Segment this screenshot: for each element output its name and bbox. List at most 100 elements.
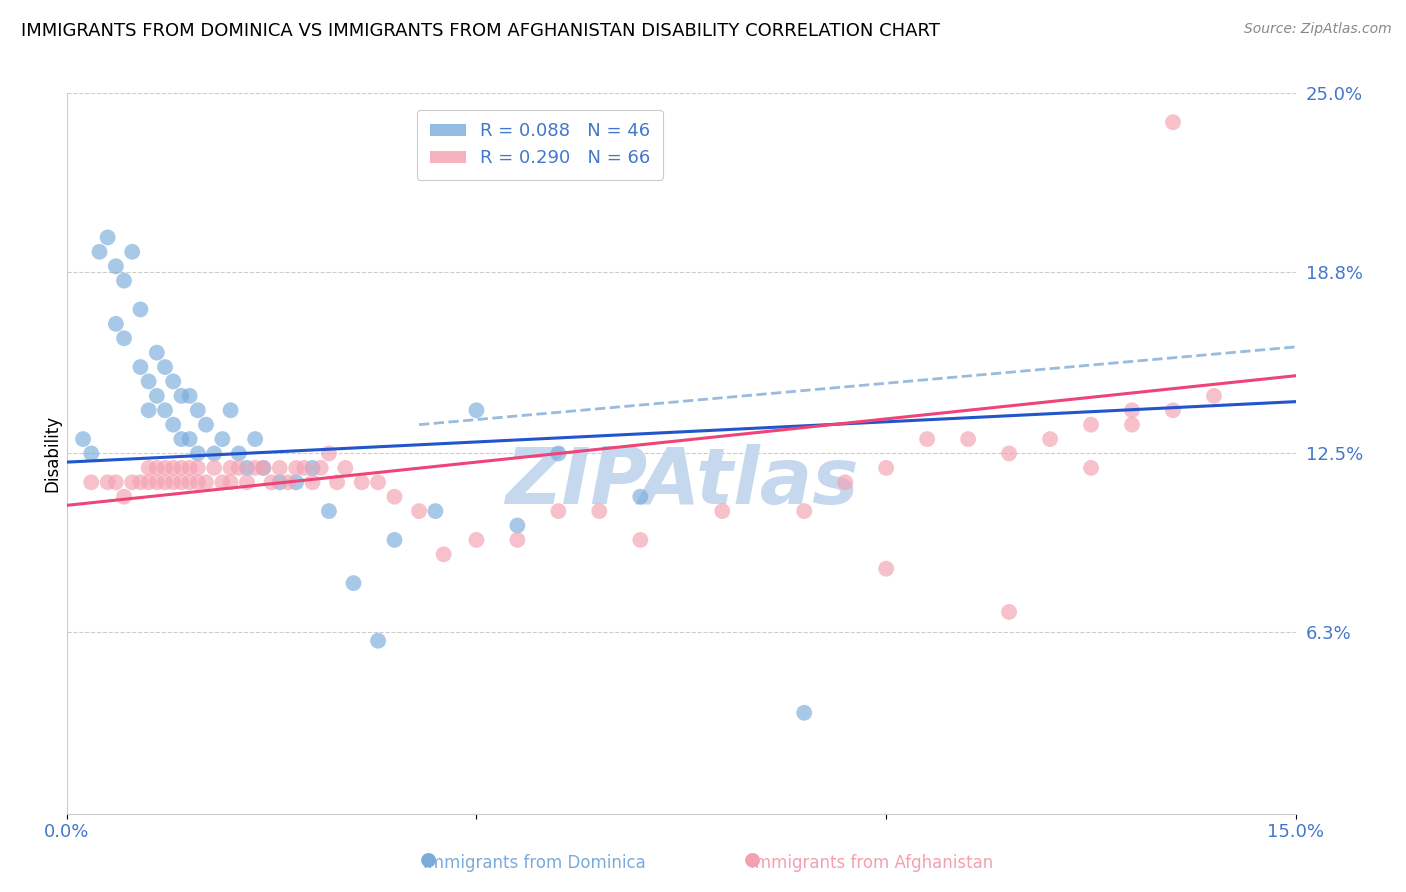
Point (170, 389, 193, 403)
Point (146, 345, 169, 359)
Point (998, 605, 1021, 619)
Point (547, 504, 569, 518)
Point (104, 259, 127, 273)
Point (80, 446, 103, 460)
Point (97, 230, 120, 244)
Text: ZIPAtlas: ZIPAtlas (505, 444, 858, 520)
Text: Source: ZipAtlas.com: Source: ZipAtlas.com (1244, 22, 1392, 37)
Point (138, 403, 160, 417)
Point (162, 475, 184, 490)
Point (202, 446, 225, 460)
Point (875, 562, 897, 576)
Point (138, 461, 160, 475)
Point (112, 490, 135, 504)
Point (506, 533, 529, 547)
Point (433, 547, 456, 561)
Point (285, 461, 308, 475)
Point (219, 475, 242, 490)
Point (367, 475, 389, 490)
Point (260, 475, 283, 490)
Legend: R = 0.088   N = 46, R = 0.290   N = 66: R = 0.088 N = 46, R = 0.290 N = 66 (418, 110, 664, 180)
Point (326, 475, 349, 490)
Point (104, 475, 127, 490)
Point (309, 461, 332, 475)
Point (80, 475, 103, 490)
Point (957, 432, 980, 446)
Point (211, 432, 233, 446)
Point (318, 446, 340, 460)
Point (153, 359, 176, 374)
Point (506, 518, 529, 533)
Point (138, 475, 160, 490)
Point (179, 389, 201, 403)
Point (236, 475, 259, 490)
Point (228, 461, 250, 475)
Point (170, 432, 193, 446)
Point (170, 475, 193, 490)
Point (875, 461, 897, 475)
Point (146, 475, 169, 490)
Point (252, 461, 274, 475)
Point (121, 244, 143, 259)
Point (89, 244, 111, 259)
Point (179, 475, 201, 490)
Text: ●: ● (744, 850, 761, 869)
Point (228, 446, 250, 460)
Point (301, 461, 323, 475)
Point (153, 461, 176, 475)
Point (1202, 389, 1225, 403)
Point (834, 475, 856, 490)
Point (547, 446, 569, 460)
Point (153, 403, 176, 417)
Point (588, 504, 610, 518)
Point (1080, 461, 1102, 475)
Point (129, 475, 152, 490)
Point (915, 432, 938, 446)
Point (1161, 403, 1184, 417)
Point (318, 504, 340, 518)
Point (277, 475, 299, 490)
Point (195, 417, 218, 432)
Point (170, 461, 193, 475)
Text: Immigrants from Dominica: Immigrants from Dominica (423, 855, 645, 872)
Text: IMMIGRANTS FROM DOMINICA VS IMMIGRANTS FROM AFGHANISTAN DISABILITY CORRELATION C: IMMIGRANTS FROM DOMINICA VS IMMIGRANTS F… (21, 22, 941, 40)
Point (628, 490, 651, 504)
Point (187, 475, 209, 490)
Point (465, 403, 488, 417)
Point (202, 461, 225, 475)
Point (285, 475, 308, 490)
Point (1080, 417, 1102, 432)
Point (162, 417, 184, 432)
Point (1039, 432, 1062, 446)
Point (211, 475, 233, 490)
Point (97, 475, 120, 490)
Point (269, 461, 291, 475)
Point (252, 461, 274, 475)
Point (129, 359, 152, 374)
Point (112, 331, 135, 345)
Text: Immigrants from Afghanistan: Immigrants from Afghanistan (749, 855, 994, 872)
Point (384, 533, 406, 547)
Point (243, 432, 266, 446)
Point (384, 490, 406, 504)
Point (162, 375, 184, 389)
Point (350, 475, 373, 490)
Point (1121, 417, 1143, 432)
Text: ●: ● (420, 850, 437, 869)
Point (187, 446, 209, 460)
Point (269, 475, 291, 490)
Point (187, 461, 209, 475)
Point (112, 274, 135, 288)
Point (146, 461, 169, 475)
Point (179, 432, 201, 446)
Point (1121, 403, 1143, 417)
Point (219, 403, 242, 417)
Point (104, 317, 127, 331)
Point (292, 461, 315, 475)
Point (72, 432, 94, 446)
Point (195, 475, 218, 490)
Point (243, 461, 266, 475)
Point (711, 504, 734, 518)
Point (179, 461, 201, 475)
Point (121, 475, 143, 490)
